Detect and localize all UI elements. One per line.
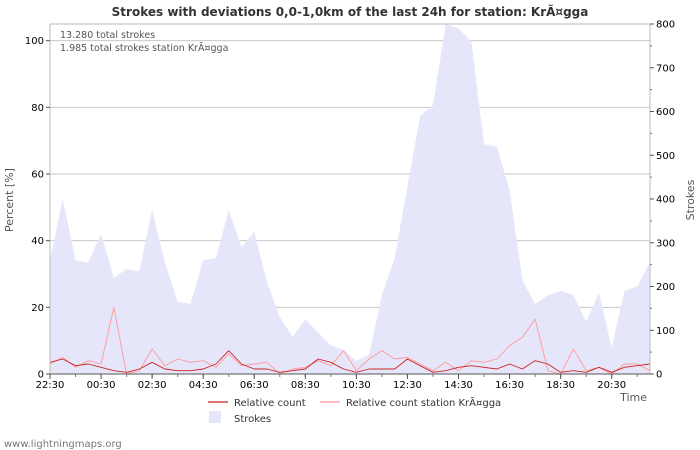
x-tick-label-22:30: 22:30 xyxy=(36,380,65,391)
right-tick-label-200: 200 xyxy=(656,282,675,293)
right-tick-label-700: 700 xyxy=(656,63,675,74)
right-tick-label-400: 400 xyxy=(656,195,675,206)
left-tick-label-0: 0 xyxy=(38,370,44,381)
chart-title: Strokes with deviations 0,0-1,0km of the… xyxy=(112,4,589,19)
left-tick-label-20: 20 xyxy=(31,303,44,314)
x-tick-label-18:30: 18:30 xyxy=(546,380,575,391)
right-y-axis-ticks: 0 100 200 300 400 500 600 700 800 xyxy=(650,20,675,381)
strokes-area-layer xyxy=(50,24,650,374)
series-relative-count-line xyxy=(49,350,651,373)
legend-item-strokes: Strokes xyxy=(209,411,271,425)
x-tick-label-14:30: 14:30 xyxy=(444,380,473,391)
x-tick-label-04:30: 04:30 xyxy=(189,380,218,391)
left-y-axis-ticks: 0 20 40 60 80 100 xyxy=(25,36,50,381)
legend-label-relative-count-station: Relative count station KrÃ¤gga xyxy=(346,396,501,409)
legend-item-relative-count: Relative count xyxy=(208,398,306,409)
right-tick-label-100: 100 xyxy=(656,326,675,337)
left-tick-label-40: 40 xyxy=(31,236,44,247)
x-tick-label-02:30: 02:30 xyxy=(138,380,167,391)
info-station-strokes: 1.985 total strokes station KrÃ¤gga xyxy=(60,43,228,54)
x-axis-label: Time xyxy=(619,391,647,404)
legend-swatch-strokes xyxy=(209,411,221,423)
legend: Relative count Relative count station Kr… xyxy=(208,396,501,425)
left-tick-label-80: 80 xyxy=(31,103,44,114)
legend-label-strokes: Strokes xyxy=(234,414,271,425)
x-tick-label-08:30: 08:30 xyxy=(291,380,320,391)
right-tick-label-500: 500 xyxy=(656,151,675,162)
x-tick-label-00:30: 00:30 xyxy=(87,380,116,391)
y-axis-label-right: Strokes xyxy=(684,179,697,220)
right-tick-label-600: 600 xyxy=(656,107,675,118)
info-total-strokes: 13.280 total strokes xyxy=(60,30,155,41)
relative-count-lines xyxy=(49,306,651,375)
x-tick-label-16:30: 16:30 xyxy=(495,380,524,391)
y-axis-label-left: Percent [%] xyxy=(3,168,16,232)
series-strokes-area xyxy=(50,24,650,374)
x-tick-label-20:30: 20:30 xyxy=(597,380,626,391)
right-tick-label-300: 300 xyxy=(656,238,675,249)
x-tick-label-12:30: 12:30 xyxy=(393,380,422,391)
footer-site-link[interactable]: www.lightningmaps.org xyxy=(4,439,122,450)
x-axis-ticks: 22:30 00:30 02:30 04:30 06:30 08:30 10:30 12:30… xyxy=(36,374,638,391)
right-tick-label-0: 0 xyxy=(656,370,662,381)
series-relative-count-station-line xyxy=(49,306,651,375)
left-tick-label-60: 60 xyxy=(31,170,44,181)
legend-label-relative-count: Relative count xyxy=(234,398,306,409)
x-tick-label-06:30: 06:30 xyxy=(240,380,269,391)
left-tick-label-100: 100 xyxy=(25,36,44,47)
right-tick-label-800: 800 xyxy=(656,20,675,31)
x-tick-label-10:30: 10:30 xyxy=(342,380,371,391)
legend-item-relative-count-station: Relative count station KrÃ¤gga xyxy=(320,396,501,409)
